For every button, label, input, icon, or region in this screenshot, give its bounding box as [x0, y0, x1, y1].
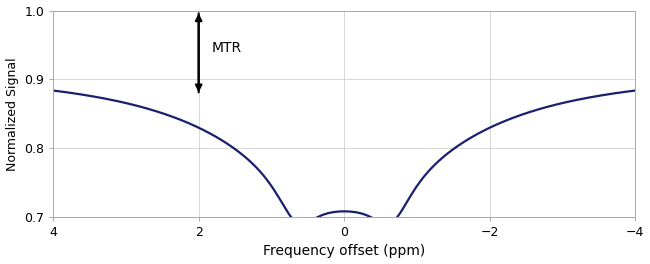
- Text: MTR: MTR: [212, 41, 242, 55]
- Y-axis label: Normalized Signal: Normalized Signal: [6, 57, 19, 171]
- X-axis label: Frequency offset (ppm): Frequency offset (ppm): [263, 244, 425, 258]
